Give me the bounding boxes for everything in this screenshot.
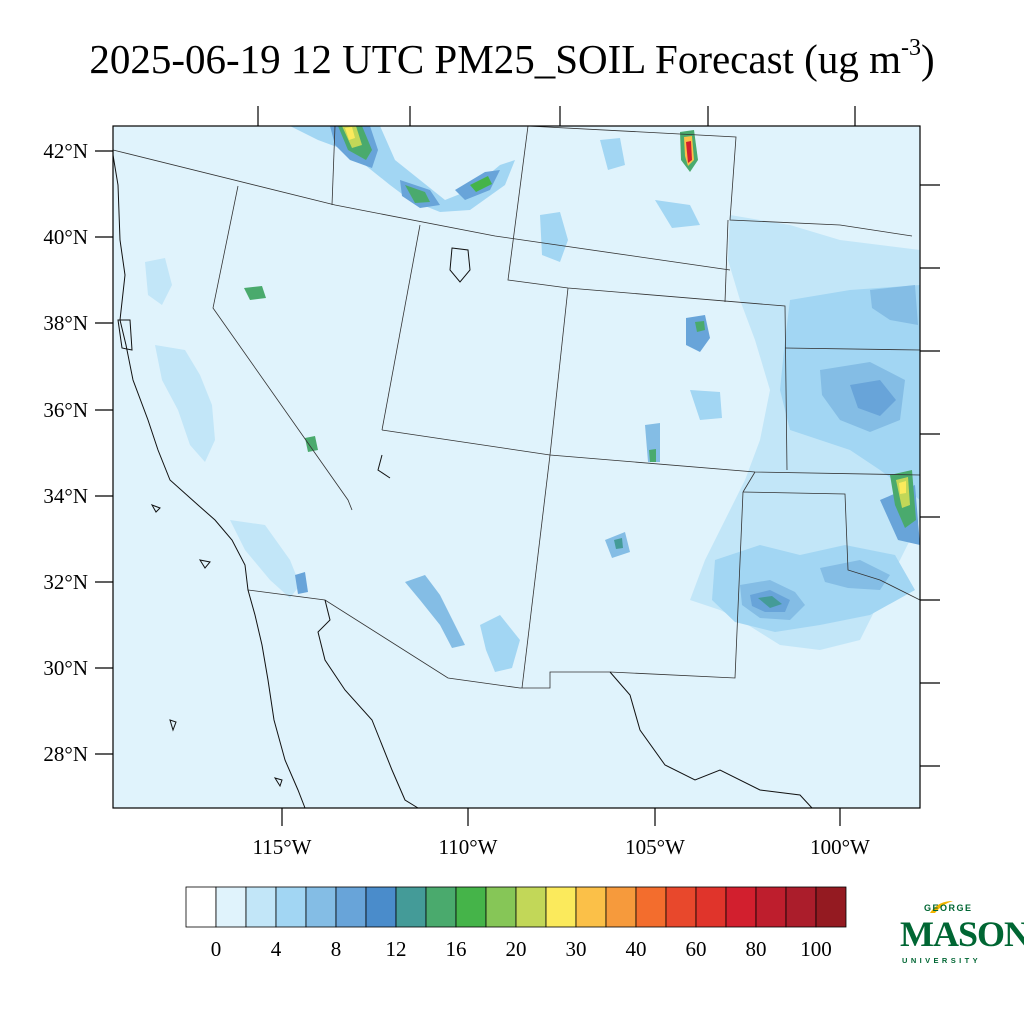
- colorbar-box: [635, 886, 667, 928]
- colorbar-box: [785, 886, 817, 928]
- lat-label: 32°N: [43, 570, 88, 594]
- bottom-ticks: [281, 808, 841, 826]
- longitude-labels: 115°W 110°W 105°W 100°W: [253, 835, 871, 859]
- colorbar-box: [185, 886, 217, 928]
- co-south-blob: [645, 423, 660, 462]
- lat-label: 34°N: [43, 484, 88, 508]
- colorbar-box: [395, 886, 427, 928]
- lat-label: 38°N: [43, 311, 88, 335]
- colorbar-label: 20: [506, 937, 527, 961]
- colorbar-box: [815, 886, 847, 928]
- state-boundaries: [112, 125, 921, 689]
- logo-line-2: MASON: [900, 914, 1024, 954]
- colorbar-box: [665, 886, 697, 928]
- title-close: ): [920, 36, 935, 82]
- concentration-field: [145, 126, 920, 672]
- lon-label: 100°W: [810, 835, 870, 859]
- colorbar: [185, 886, 847, 928]
- wyoming-blobs-2: [600, 138, 625, 170]
- lon-label: 115°W: [253, 835, 312, 859]
- coastlines: [112, 154, 813, 809]
- colorbar-label: 100: [800, 937, 832, 961]
- idaho-green-3: [470, 176, 492, 192]
- lon-label: 105°W: [625, 835, 685, 859]
- texas-blob-green: [758, 596, 782, 608]
- gmu-logo: GEORGE MASON UNIVERSITY: [898, 900, 1024, 968]
- top-ticks: [257, 106, 856, 126]
- colorbar-label: 16: [446, 937, 467, 961]
- colorbar-box: [725, 886, 757, 928]
- nebraska-blob: [870, 285, 918, 325]
- colorbar-labels: 0 4 8 12 16 20 30 40 60 80 100: [211, 937, 832, 961]
- logo-line-3: UNIVERSITY: [902, 956, 982, 965]
- colorbar-box: [455, 886, 487, 928]
- page-title: 2025-06-19 12 UTC PM25_SOIL Forecast (ug…: [0, 34, 1024, 84]
- lon-label: 110°W: [439, 835, 498, 859]
- socal-spot: [295, 572, 308, 594]
- colorbar-box: [215, 886, 247, 928]
- lat-label: 30°N: [43, 656, 88, 680]
- idaho-yellow: [345, 127, 355, 140]
- arizona-streak: [405, 575, 465, 648]
- socal-band: [230, 520, 300, 598]
- left-ticks: [95, 150, 113, 755]
- red-river-blob: [820, 560, 890, 590]
- colorbar-label: 8: [331, 937, 342, 961]
- nevada-spot-2: [305, 436, 318, 452]
- colorbar-box: [695, 886, 727, 928]
- colorbar-label: 4: [271, 937, 282, 961]
- colorbar-box: [305, 886, 337, 928]
- latitude-labels: 42°N 40°N 38°N 36°N 34°N 32°N 30°N 28°N: [43, 139, 88, 766]
- lat-label: 42°N: [43, 139, 88, 163]
- east-edge-hot-yellow: [899, 481, 906, 494]
- right-ticks: [920, 184, 940, 767]
- colorbar-label: 12: [386, 937, 407, 961]
- colorbar-box: [425, 886, 457, 928]
- colorbar-box: [575, 886, 607, 928]
- colorbar-box: [755, 886, 787, 928]
- colorbar-label: 0: [211, 937, 222, 961]
- lat-label: 28°N: [43, 742, 88, 766]
- idaho-green-2: [405, 185, 430, 203]
- lat-label: 40°N: [43, 225, 88, 249]
- kansas-blob-core: [850, 380, 896, 416]
- colorbar-box: [485, 886, 517, 928]
- title-text: 2025-06-19 12 UTC PM25_SOIL Forecast (ug…: [89, 36, 901, 82]
- nm-blob-green: [614, 538, 623, 549]
- colorbar-label: 80: [746, 937, 767, 961]
- colorbar-label: 60: [686, 937, 707, 961]
- logo-line-1: GEORGE: [924, 903, 973, 913]
- colorbar-box: [605, 886, 637, 928]
- arizona-streak-2: [480, 615, 520, 672]
- colorbar-label: 30: [566, 937, 587, 961]
- lat-label: 36°N: [43, 398, 88, 422]
- colorbar-box: [515, 886, 547, 928]
- california-north: [145, 258, 172, 305]
- colorbar-box: [335, 886, 367, 928]
- colorado-front: [690, 390, 722, 420]
- wyoming-hotspot-core: [686, 141, 692, 163]
- nevada-spot: [244, 286, 266, 300]
- colorbar-box: [275, 886, 307, 928]
- colorbar-box: [545, 886, 577, 928]
- colorbar-box: [245, 886, 277, 928]
- california-valley: [155, 345, 215, 462]
- title-superscript: -3: [900, 35, 921, 61]
- wyoming-blobs: [540, 212, 568, 262]
- colorado-blob-green: [695, 321, 705, 332]
- map-frame: [112, 125, 921, 809]
- colorbar-label: 40: [626, 937, 647, 961]
- wyoming-blobs-3: [655, 200, 700, 228]
- swoosh-icon: [930, 901, 953, 913]
- co-south-green: [649, 449, 656, 462]
- colorbar-box: [365, 886, 397, 928]
